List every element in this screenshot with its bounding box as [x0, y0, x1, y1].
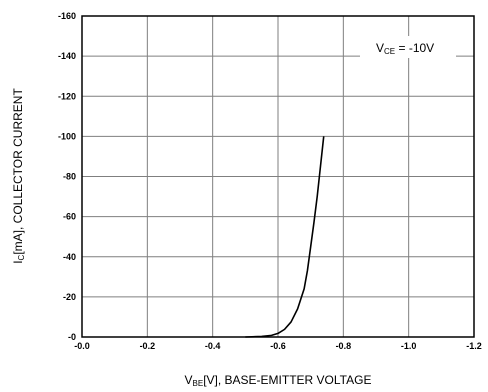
y-tick-label: -80	[63, 172, 76, 182]
y-axis-title-rest: [mA], COLLECTOR CURRENT	[11, 88, 25, 255]
y-tick-label: -160	[58, 11, 76, 21]
x-axis-title-main: V	[185, 373, 193, 387]
x-tick-label: -1.2	[466, 341, 482, 351]
x-tick-label: -1.0	[401, 341, 417, 351]
y-tick-label: -120	[58, 91, 76, 101]
x-tick-label: -0.0	[74, 341, 90, 351]
annotation-main: V	[376, 41, 384, 55]
series-line	[245, 136, 325, 338]
x-axis-title-sub: BE	[193, 379, 204, 388]
y-tick-label: -60	[63, 212, 76, 222]
x-tick-label: -0.8	[336, 341, 352, 351]
x-tick-label: -0.6	[270, 341, 286, 351]
annotation-background	[360, 36, 456, 58]
y-tick-label: -100	[58, 131, 76, 141]
y-tick-label: -0	[68, 332, 76, 342]
plot-frame	[81, 15, 475, 338]
annotation-box: VCE = -10V	[360, 36, 456, 58]
tick-labels: -0.0 -0.2 -0.4 -0.6 -0.8 -1.0 -1.2 -0 -20 -40 -60 -…	[58, 11, 482, 351]
x-tick-label: -0.4	[205, 341, 221, 351]
annotation-sub: CE	[384, 47, 395, 56]
y-tick-label: -40	[63, 252, 76, 262]
y-tick-label: -20	[63, 292, 76, 302]
y-tick-label: -140	[58, 51, 76, 61]
y-axis-title-main: I	[11, 260, 25, 263]
annotation-rest: = -10V	[395, 41, 434, 55]
y-axis-title-sub: C	[17, 254, 26, 260]
annotation-text: VCE = -10V	[376, 41, 434, 56]
x-axis-title-rest: [V], BASE-EMITTER VOLTAGE	[203, 373, 371, 387]
grid	[82, 16, 474, 337]
y-axis-title: IC[mA], COLLECTOR CURRENT	[11, 88, 26, 264]
x-tick-label: -0.2	[140, 341, 156, 351]
series-layer	[245, 136, 325, 338]
x-axis-title: VBE[V], BASE-EMITTER VOLTAGE	[185, 373, 372, 388]
